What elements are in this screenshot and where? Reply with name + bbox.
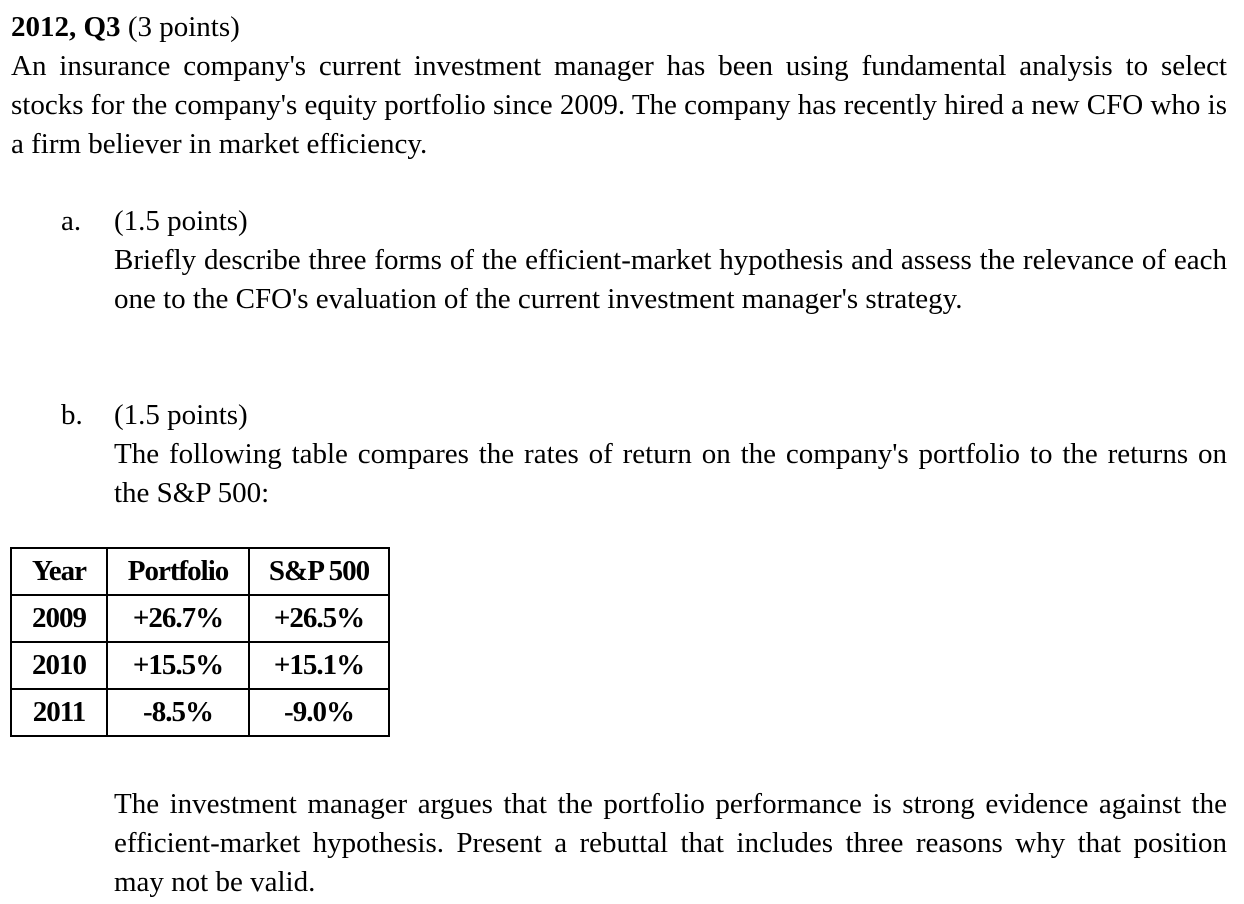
- table-row: 2011 -8.5% -9.0%: [10, 688, 390, 737]
- table-cell-year: 2011: [10, 688, 108, 737]
- table-cell-year: 2009: [10, 594, 108, 643]
- table-header-year: Year: [10, 547, 108, 596]
- part-b-text: The following table compares the rates o…: [114, 438, 1227, 509]
- table-cell-sp500: +15.1%: [248, 641, 390, 690]
- table-cell-portfolio: -8.5%: [106, 688, 250, 737]
- table-cell-portfolio: +26.7%: [106, 594, 250, 643]
- question-heading: 2012, Q3 (3 points): [11, 8, 1227, 47]
- part-b-followup-block: The investment manager argues that the p…: [11, 785, 1227, 902]
- table-header-sp500: S&P 500: [248, 547, 390, 596]
- part-a: a. (1.5 points) Briefly describe three f…: [11, 202, 1227, 319]
- question-number: 2012, Q3: [11, 11, 121, 43]
- table-cell-sp500: -9.0%: [248, 688, 390, 737]
- part-b-marker: b.: [61, 399, 83, 431]
- part-a-points: (1.5 points): [114, 205, 248, 237]
- returns-table: Year Portfolio S&P 500 2009 +26.7% +26.5…: [10, 547, 390, 737]
- part-b: b. (1.5 points) The following table comp…: [11, 396, 1227, 513]
- part-b-points: (1.5 points): [114, 399, 248, 431]
- part-b-followup: The investment manager argues that the p…: [114, 788, 1227, 898]
- document-page: 2012, Q3 (3 points) An insurance company…: [11, 8, 1227, 898]
- question-intro: An insurance company's current investmen…: [11, 50, 1227, 160]
- part-a-text: Briefly describe three forms of the effi…: [114, 244, 1227, 315]
- table-cell-portfolio: +15.5%: [106, 641, 250, 690]
- table-cell-year: 2010: [10, 641, 108, 690]
- part-a-marker: a.: [61, 205, 82, 237]
- table-header-row: Year Portfolio S&P 500: [10, 547, 390, 596]
- table-header-portfolio: Portfolio: [106, 547, 250, 596]
- table-row: 2010 +15.5% +15.1%: [10, 641, 390, 690]
- question-points: (3 points): [127, 11, 240, 43]
- table-cell-sp500: +26.5%: [248, 594, 390, 643]
- table-row: 2009 +26.7% +26.5%: [10, 594, 390, 643]
